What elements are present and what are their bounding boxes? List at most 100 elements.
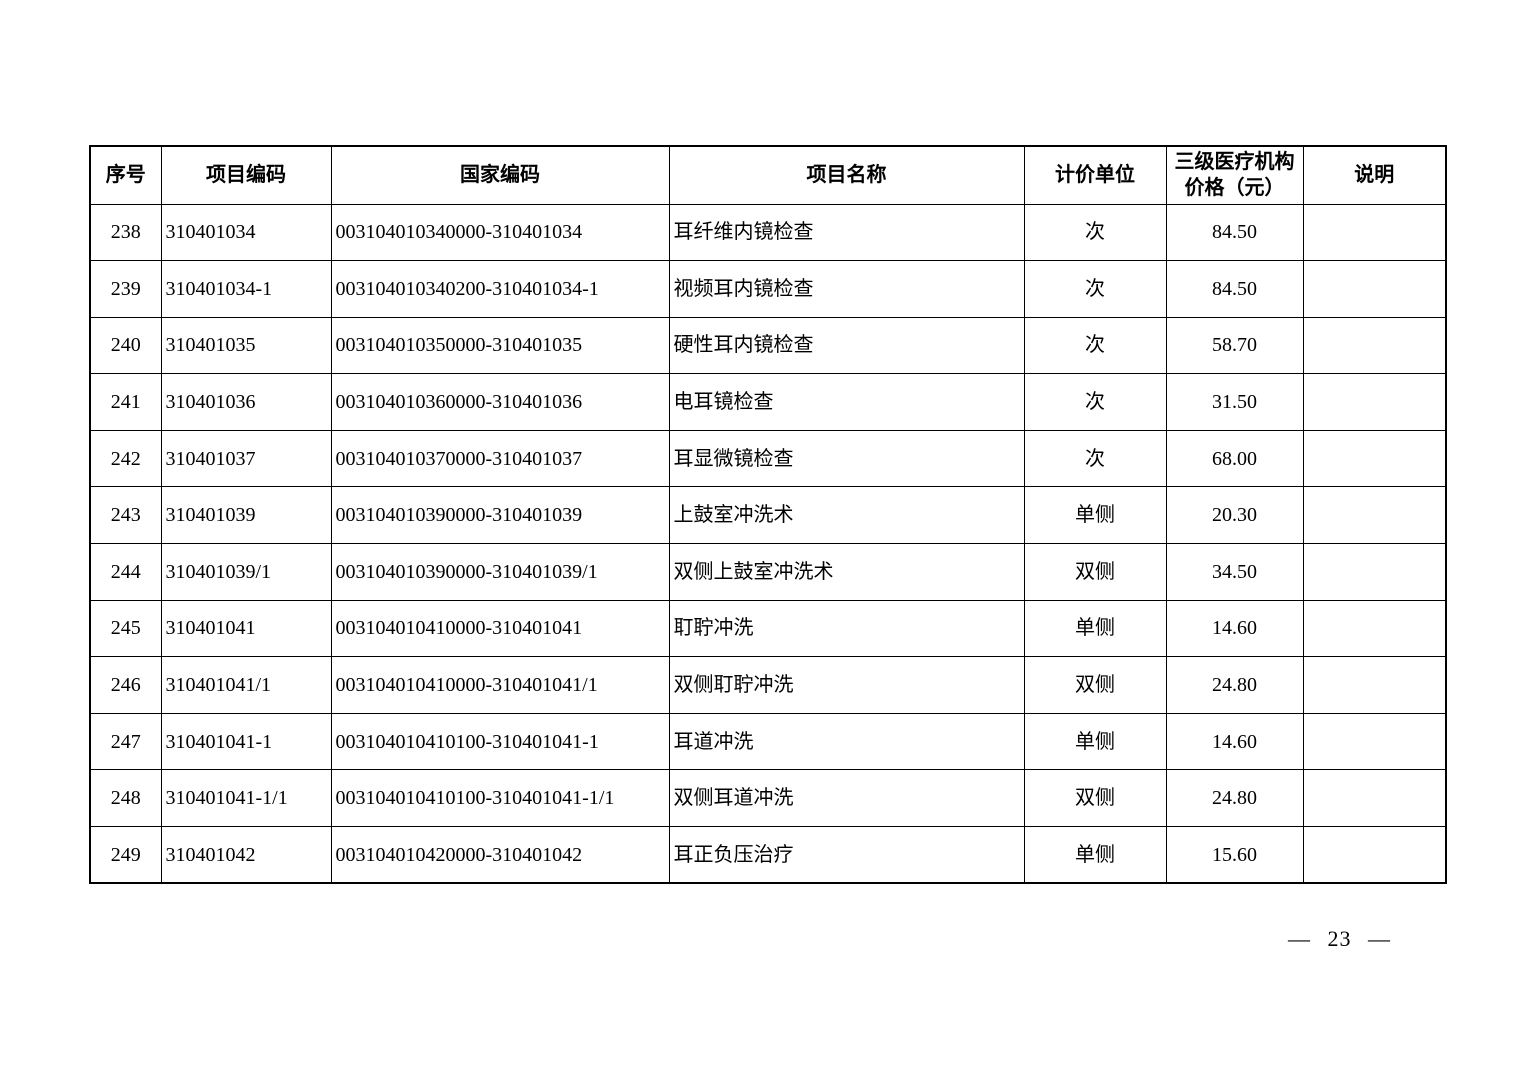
cell-name: 双侧上鼓室冲洗术: [668, 543, 1025, 601]
cell-national_code: 003104010350000-310401035: [330, 316, 670, 375]
cell-seq: 244: [89, 543, 162, 601]
cell-code: 310401041-1/1: [160, 769, 332, 828]
table-row: 245 310401041 003104010410000-310401041 耵聍冲…: [89, 599, 1447, 658]
cell-price: 84.50: [1165, 203, 1304, 262]
cell-price: 20.30: [1165, 486, 1304, 545]
table-row: 239 310401034-1 003104010340200-310401034-…: [89, 260, 1447, 318]
cell-price: 15.60: [1165, 826, 1304, 884]
table-row: 240 310401035 003104010350000-310401035 硬性耳…: [89, 316, 1447, 375]
cell-national_code: 003104010420000-310401042: [330, 826, 670, 884]
cell-price: 31.50: [1165, 373, 1304, 431]
cell-national_code: 003104010370000-310401037: [330, 429, 670, 488]
cell-note: [1302, 203, 1447, 262]
cell-price: 34.50: [1165, 543, 1304, 601]
header-row: 序号 项目编码 国家编码 项目名称 计价单位 三级医疗机构 价格（元） 说明: [89, 145, 1447, 205]
cell-unit: 次: [1023, 373, 1167, 431]
cell-unit: 单侧: [1023, 486, 1167, 545]
cell-unit: 次: [1023, 316, 1167, 375]
column-header-note: 说明: [1302, 145, 1447, 205]
column-header-unit: 计价单位: [1023, 145, 1167, 205]
cell-code: 310401042: [160, 826, 332, 884]
cell-note: [1302, 826, 1447, 884]
table-row: 247 310401041-1 003104010410100-310401041-…: [89, 712, 1447, 771]
cell-unit: 双侧: [1023, 543, 1167, 601]
cell-seq: 243: [89, 486, 162, 545]
cell-national_code: 003104010410100-310401041-1: [330, 712, 670, 771]
cell-name: 视频耳内镜检查: [668, 260, 1025, 318]
cell-seq: 241: [89, 373, 162, 431]
cell-national_code: 003104010360000-310401036: [330, 373, 670, 431]
table-row: 246 310401041/1 003104010410000-310401041/…: [89, 656, 1447, 714]
table-body: 238 310401034 003104010340000-310401034 耳纤维…: [89, 203, 1447, 884]
table-row: 241 310401036 003104010360000-310401036 电耳镜…: [89, 373, 1447, 431]
cell-unit: 双侧: [1023, 769, 1167, 828]
cell-seq: 246: [89, 656, 162, 714]
cell-note: [1302, 599, 1447, 658]
cell-unit: 单侧: [1023, 599, 1167, 658]
column-header-seq: 序号: [89, 145, 162, 205]
cell-unit: 单侧: [1023, 826, 1167, 884]
cell-note: [1302, 769, 1447, 828]
cell-price: 24.80: [1165, 769, 1304, 828]
cell-seq: 249: [89, 826, 162, 884]
cell-name: 耳正负压治疗: [668, 826, 1025, 884]
cell-name: 电耳镜检查: [668, 373, 1025, 431]
table-row: 238 310401034 003104010340000-310401034 耳纤维…: [89, 203, 1447, 262]
cell-unit: 次: [1023, 203, 1167, 262]
cell-unit: 双侧: [1023, 656, 1167, 714]
cell-price: 68.00: [1165, 429, 1304, 488]
cell-code: 310401041: [160, 599, 332, 658]
cell-national_code: 003104010410000-310401041: [330, 599, 670, 658]
cell-unit: 次: [1023, 429, 1167, 488]
cell-name: 硬性耳内镜检查: [668, 316, 1025, 375]
cell-code: 310401035: [160, 316, 332, 375]
cell-code: 310401036: [160, 373, 332, 431]
cell-note: [1302, 316, 1447, 375]
cell-code: 310401037: [160, 429, 332, 488]
table-row: 244 310401039/1 003104010390000-310401039/…: [89, 543, 1447, 601]
cell-seq: 238: [89, 203, 162, 262]
table-header: 序号 项目编码 国家编码 项目名称 计价单位 三级医疗机构 价格（元） 说明: [89, 145, 1447, 205]
cell-unit: 次: [1023, 260, 1167, 318]
cell-price: 84.50: [1165, 260, 1304, 318]
page-number: — 23 —: [1288, 926, 1391, 951]
cell-name: 上鼓室冲洗术: [668, 486, 1025, 545]
cell-national_code: 003104010390000-310401039/1: [330, 543, 670, 601]
column-header-code: 项目编码: [160, 145, 332, 205]
cell-note: [1302, 712, 1447, 771]
price-table: 序号 项目编码 国家编码 项目名称 计价单位 三级医疗机构 价格（元） 说明 238 3104…: [89, 145, 1447, 885]
cell-national_code: 003104010340000-310401034: [330, 203, 670, 262]
cell-name: 耵聍冲洗: [668, 599, 1025, 658]
table-row: 242 310401037 003104010370000-310401037 耳显微…: [89, 429, 1447, 488]
table-row: 248 310401041-1/1 003104010410100-31040104…: [89, 769, 1447, 828]
column-header-name: 项目名称: [668, 145, 1025, 205]
cell-seq: 239: [89, 260, 162, 318]
cell-seq: 247: [89, 712, 162, 771]
cell-price: 24.80: [1165, 656, 1304, 714]
cell-code: 310401039/1: [160, 543, 332, 601]
cell-name: 耳道冲洗: [668, 712, 1025, 771]
cell-national_code: 003104010410000-310401041/1: [330, 656, 670, 714]
cell-seq: 242: [89, 429, 162, 488]
column-header-national_code: 国家编码: [330, 145, 670, 205]
cell-note: [1302, 260, 1447, 318]
cell-note: [1302, 486, 1447, 545]
cell-price: 14.60: [1165, 599, 1304, 658]
cell-note: [1302, 543, 1447, 601]
cell-price: 58.70: [1165, 316, 1304, 375]
cell-national_code: 003104010340200-310401034-1: [330, 260, 670, 318]
cell-name: 双侧耳道冲洗: [668, 769, 1025, 828]
cell-code: 310401041-1: [160, 712, 332, 771]
table-row: 249 310401042 003104010420000-310401042 耳正负…: [89, 826, 1447, 884]
cell-seq: 240: [89, 316, 162, 375]
cell-name: 耳显微镜检查: [668, 429, 1025, 488]
cell-note: [1302, 656, 1447, 714]
cell-note: [1302, 373, 1447, 431]
cell-code: 310401034: [160, 203, 332, 262]
cell-seq: 248: [89, 769, 162, 828]
cell-price: 14.60: [1165, 712, 1304, 771]
cell-code: 310401039: [160, 486, 332, 545]
cell-name: 耳纤维内镜检查: [668, 203, 1025, 262]
table-row: 243 310401039 003104010390000-310401039 上鼓室…: [89, 486, 1447, 545]
